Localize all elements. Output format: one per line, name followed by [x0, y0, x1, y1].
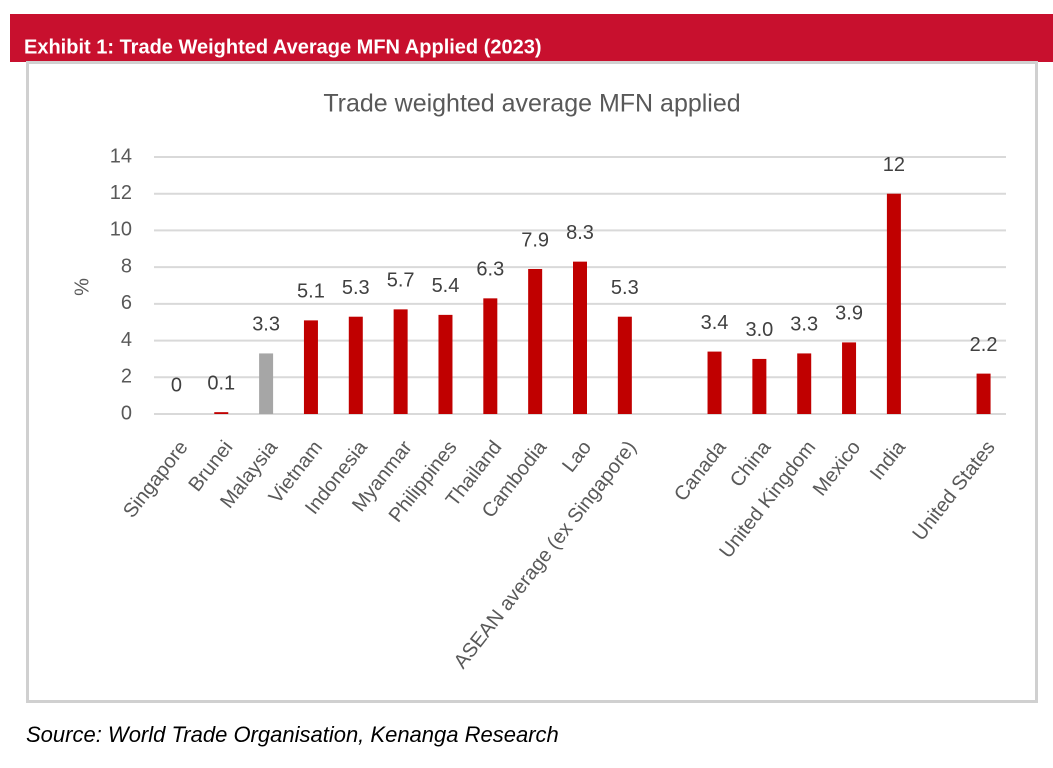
value-label: 3.9 — [835, 303, 863, 325]
header-title: Exhibit 1: Trade Weighted Average MFN Ap… — [24, 36, 542, 58]
chart-title: Trade weighted average MFN applied — [323, 90, 740, 118]
y-tick-label: 4 — [121, 329, 132, 351]
bar — [483, 298, 498, 414]
bar — [303, 320, 318, 414]
value-label: 5.3 — [611, 277, 639, 299]
value-label: 6.3 — [476, 259, 504, 281]
bar — [214, 412, 229, 414]
y-axis-label: % — [71, 278, 93, 296]
bar — [528, 268, 543, 414]
bar — [707, 351, 722, 414]
bar — [842, 342, 857, 414]
header-bar — [10, 14, 1053, 62]
bar — [886, 193, 901, 414]
y-tick-label: 8 — [121, 255, 132, 277]
bar — [393, 309, 408, 414]
bar — [438, 314, 453, 414]
y-tick-label: 14 — [110, 145, 132, 167]
value-label: 3.3 — [252, 314, 280, 336]
value-label: 0 — [171, 374, 182, 396]
bar — [573, 261, 587, 414]
bar — [348, 316, 363, 414]
bar — [752, 358, 767, 414]
value-label: 3.4 — [701, 312, 729, 334]
bar — [617, 316, 632, 414]
value-label: 0.1 — [207, 372, 235, 394]
bar — [259, 353, 274, 414]
y-tick-label: 6 — [121, 292, 132, 314]
source-note: Source: World Trade Organisation, Kenang… — [26, 722, 559, 747]
y-tick-label: 2 — [121, 366, 132, 388]
bar — [976, 373, 991, 414]
y-tick-label: 12 — [110, 182, 132, 204]
value-label: 5.1 — [297, 281, 325, 303]
value-label: 2.2 — [970, 334, 998, 356]
value-label: 12 — [883, 154, 905, 176]
value-label: 5.7 — [387, 270, 415, 292]
value-label: 8.3 — [566, 222, 594, 244]
bar — [797, 353, 812, 414]
value-label: 5.4 — [432, 275, 460, 297]
y-tick-label: 0 — [121, 402, 132, 424]
value-label: 5.3 — [342, 277, 370, 299]
y-tick-label: 10 — [110, 219, 132, 241]
value-label: 7.9 — [521, 229, 549, 251]
value-label: 3.0 — [745, 319, 773, 341]
value-label: 3.3 — [790, 314, 818, 336]
